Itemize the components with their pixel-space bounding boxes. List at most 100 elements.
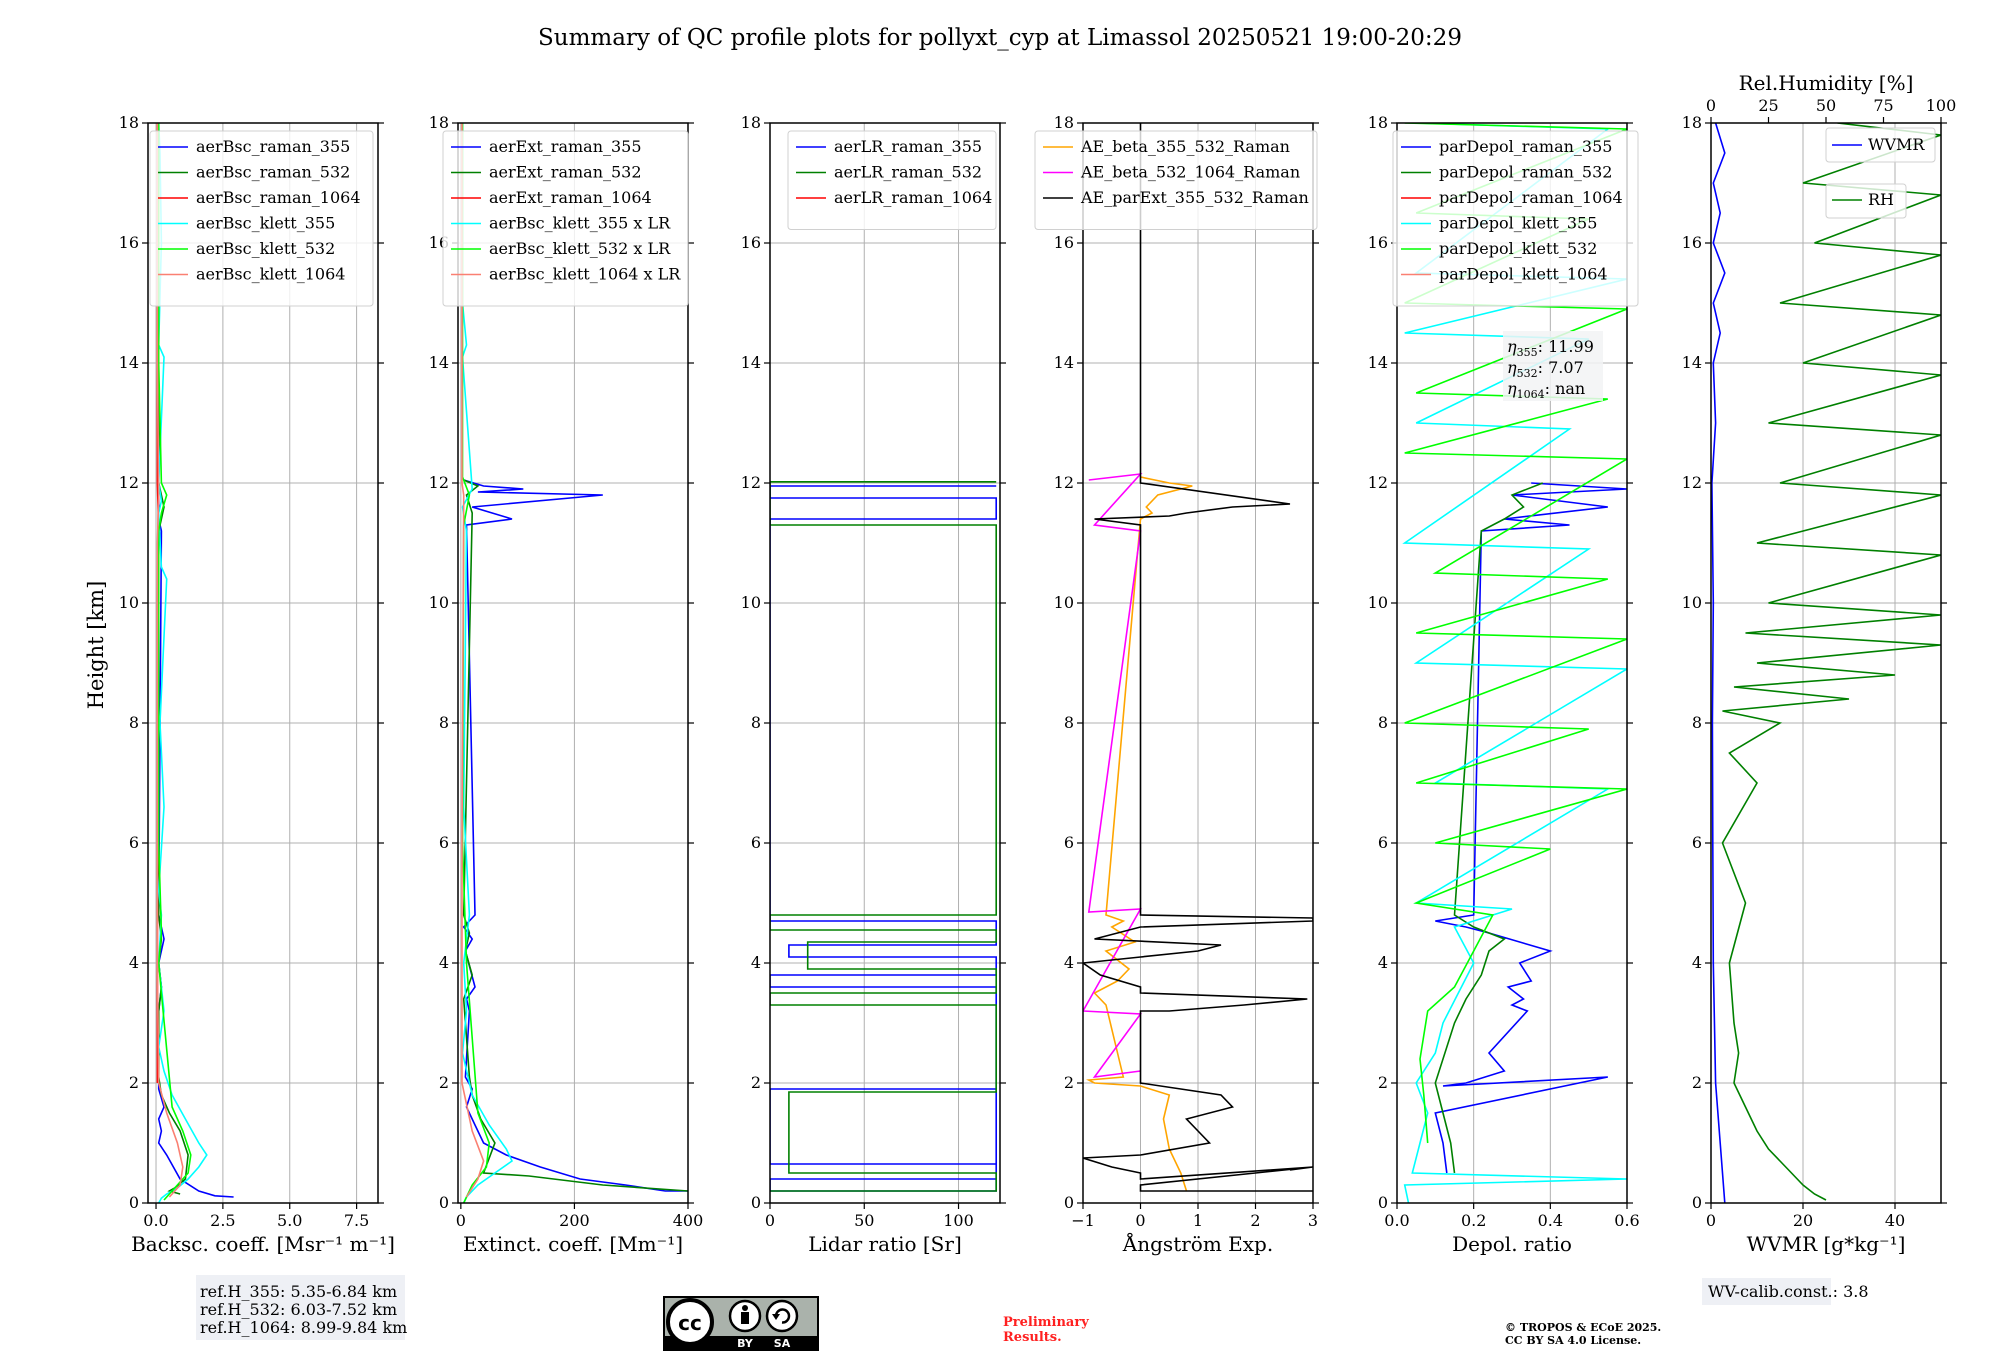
y-tick-label: 4 <box>129 953 139 972</box>
y-tick-label: 12 <box>1682 473 1702 492</box>
y-tick-label: 8 <box>751 713 761 732</box>
top-x-tick-label: 25 <box>1758 96 1778 115</box>
legend-label: parDepol_raman_355 <box>1439 137 1612 156</box>
series-group <box>156 123 234 1203</box>
legend-label: parDepol_raman_532 <box>1439 163 1612 182</box>
legend-box <box>1034 130 1318 230</box>
x-tick-label: 50 <box>854 1211 874 1230</box>
y-tick-label: 12 <box>741 473 761 492</box>
legend-label: aerExt_raman_355 <box>489 137 642 156</box>
legend-box <box>787 130 997 230</box>
y-tick-label: 8 <box>439 713 449 732</box>
y-tick-label: 4 <box>1378 953 1388 972</box>
axes-frame <box>457 122 689 1204</box>
legend-label: aerBsc_klett_1064 <box>196 265 345 284</box>
series-group <box>770 480 998 1192</box>
ref-heights-box: ref.H_355: 5.35-6.84 km ref.H_532: 6.03-… <box>196 1275 407 1340</box>
x-tick-label: 20 <box>1793 1211 1813 1230</box>
y-tick-label: 2 <box>751 1073 761 1092</box>
legend-label: parDepol_klett_1064 <box>1439 265 1608 284</box>
y-tick-label: 14 <box>1054 353 1074 372</box>
y-tick-label: 16 <box>741 233 761 252</box>
axes-frame <box>1396 122 1628 1204</box>
y-tick-label: 8 <box>1378 713 1388 732</box>
panel-depol: 0.0 0.2 0.4 0.6 0 2 4 6 8 10 12 14 16 18 Depol. ratio p… <box>1368 113 1640 1256</box>
x-tick-label: 0.0 <box>143 1211 168 1230</box>
y-tick-label: 10 <box>741 593 761 612</box>
legend-label: aerBsc_raman_355 <box>196 137 350 156</box>
wv-calib-box: WV-calib.const.: 3.8 <box>1702 1278 1869 1305</box>
legend: aerExt_raman_355 aerExt_raman_532 aerExt_r… <box>442 130 689 307</box>
ref-height-1064: ref.H_1064: 8.99-9.84 km <box>200 1318 407 1337</box>
legend-label: parDepol_raman_1064 <box>1439 188 1623 207</box>
grid <box>1710 122 1941 1204</box>
x-tick-label: 5.0 <box>277 1211 302 1230</box>
y-tick-label: 10 <box>1054 593 1074 612</box>
y-tick-label: 12 <box>1368 473 1388 492</box>
x-tick-label: 2.5 <box>210 1211 235 1230</box>
series-line-aerExt_raman_355 <box>462 479 688 1192</box>
legend-label: AE_beta_532_1064_Raman <box>1080 163 1300 182</box>
y-tick-label: 6 <box>1064 833 1074 852</box>
y-tick-label: 16 <box>1368 233 1388 252</box>
svg-text:cc: cc <box>678 1311 702 1335</box>
y-tick-label: 14 <box>119 353 139 372</box>
legend-box <box>1825 127 1936 163</box>
top-axis-label: Rel.Humidity [%] <box>1739 71 1914 95</box>
series-line-aerBsc_klett_532 x LR <box>461 123 491 1203</box>
y-tick-label: 16 <box>1682 233 1702 252</box>
series-line-aerLR_raman_532 <box>770 480 998 1192</box>
series-line-parDepol_raman_532 <box>1434 482 1543 1174</box>
y-tick-label: 2 <box>1692 1073 1702 1092</box>
legend-box <box>442 130 689 307</box>
legend-label: aerBsc_klett_532 x LR <box>489 239 671 258</box>
series-line-aerBsc_klett_355 <box>157 123 208 1203</box>
panel-wv: 0 20 40 0 2 4 6 8 10 12 14 16 18 WVMR [g*kg⁻¹] 0 25 50 75… <box>1682 71 1957 1256</box>
x-tick-label: 0.0 <box>1384 1211 1409 1230</box>
y-tick-label: 10 <box>1682 593 1702 612</box>
y-tick-label: 4 <box>439 953 449 972</box>
preliminary-line-2: Results. <box>1003 1330 1062 1345</box>
y-tick-label: 8 <box>129 713 139 732</box>
legend-label: aerExt_raman_1064 <box>489 188 652 207</box>
figure-title: Summary of QC profile plots for pollyxt_… <box>538 25 1462 51</box>
y-tick-label: 0 <box>129 1193 139 1212</box>
top-x-tick-label: 0 <box>1706 96 1716 115</box>
series-group <box>1711 123 1941 1203</box>
y-tick-label: 2 <box>439 1073 449 1092</box>
x-tick-label: 40 <box>1885 1211 1905 1230</box>
y-tick-label: 2 <box>1064 1073 1074 1092</box>
grid <box>769 122 1000 1204</box>
axes-frame <box>769 122 1001 1204</box>
y-tick-label: 6 <box>1692 833 1702 852</box>
series-line-RH <box>1721 123 1941 1201</box>
eta-line-532: η532: 7.07 <box>1507 358 1584 380</box>
badge-by-label: BY <box>737 1337 754 1350</box>
series-line-aerBsc_klett_355 x LR <box>461 123 514 1203</box>
y-tick-label: 10 <box>429 593 449 612</box>
y-axis-label: Height [km] <box>84 581 108 710</box>
y-tick-label: 16 <box>119 233 139 252</box>
x-axis-label: Extinct. coeff. [Mm⁻¹] <box>463 1232 683 1256</box>
x-tick-label: 100 <box>943 1211 974 1230</box>
series-line-aerBsc_klett_1064 x LR <box>461 123 485 1198</box>
y-tick-label: 0 <box>439 1193 449 1212</box>
x-tick-label: 3 <box>1308 1211 1318 1230</box>
y-tick-label: 2 <box>129 1073 139 1092</box>
legend-label: WVMR <box>1868 135 1925 154</box>
series-line-aerLR_raman_355 <box>770 485 998 1192</box>
series-line-AE_beta_355_532_Raman <box>1086 476 1193 1192</box>
share-alike-icon <box>765 1299 799 1333</box>
x-tick-label: 0 <box>1706 1211 1716 1230</box>
y-tick-label: 14 <box>741 353 761 372</box>
y-tick-label: 0 <box>1692 1193 1702 1212</box>
y-tick-label: 2 <box>1378 1073 1388 1092</box>
legend-box <box>149 130 374 307</box>
preliminary-line-1: Preliminary <box>1003 1315 1089 1330</box>
y-tick-label: 18 <box>1368 113 1388 132</box>
y-tick-label: 4 <box>1064 953 1074 972</box>
axes-frame <box>147 122 379 1204</box>
top-x-tick-label: 75 <box>1873 96 1893 115</box>
